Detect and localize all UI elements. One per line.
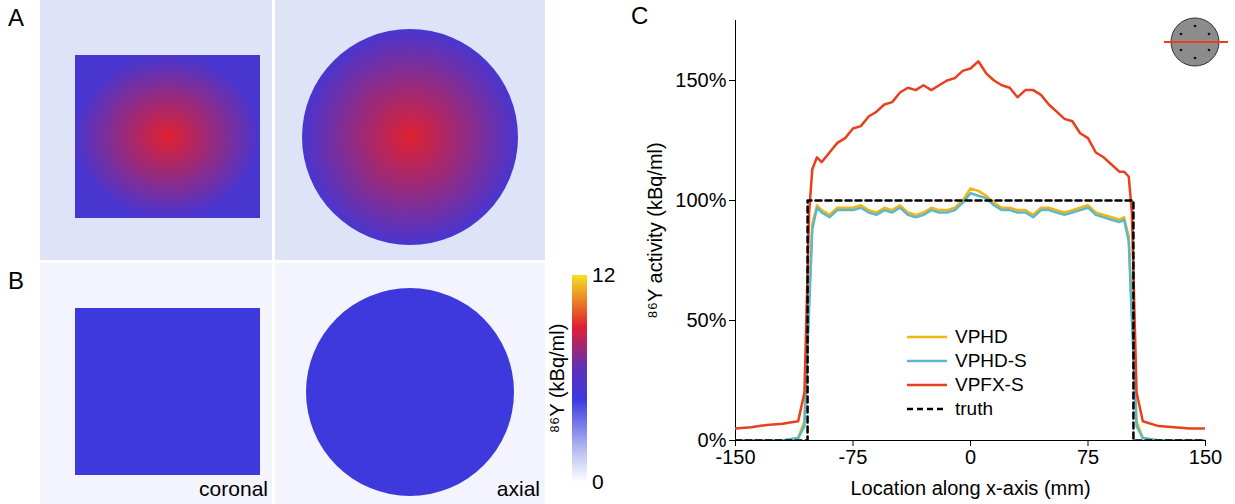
html-text:truth: truth	[955, 398, 993, 419]
svg-text:A: A	[8, 4, 24, 31]
svg-text:axial: axial	[497, 477, 540, 500]
html-text:VPFX-S: VPFX-S	[955, 374, 1024, 395]
html-text:VPHD-S: VPHD-S	[955, 350, 1027, 371]
html-text:VPHD: VPHD	[955, 326, 1008, 347]
svg-text:coronal: coronal	[199, 477, 268, 500]
svg-text:75: 75	[1077, 446, 1099, 468]
svg-text:100%: 100%	[675, 189, 726, 211]
svg-text:0%: 0%	[697, 428, 727, 451]
svg-text:150: 150	[1189, 446, 1222, 468]
svg-text:⁸⁶Y activity (kBq/ml): ⁸⁶Y activity (kBq/ml)	[644, 142, 666, 318]
svg-text:Location along x-axis (mm): Location along x-axis (mm)	[850, 477, 1090, 499]
svg-text:-75: -75	[839, 446, 868, 468]
svg-text:B: B	[8, 267, 24, 294]
svg-text:0: 0	[592, 470, 604, 493]
svg-text:50%: 50%	[686, 309, 726, 331]
html-text:C: C	[631, 2, 649, 29]
svg-text:12: 12	[592, 263, 615, 286]
svg-text:0: 0	[965, 446, 976, 468]
svg-text:150%: 150%	[675, 69, 726, 91]
svg-text:⁸⁶Y (kBq/ml): ⁸⁶Y (kBq/ml)	[546, 324, 568, 434]
svg-text:-150: -150	[715, 446, 755, 468]
